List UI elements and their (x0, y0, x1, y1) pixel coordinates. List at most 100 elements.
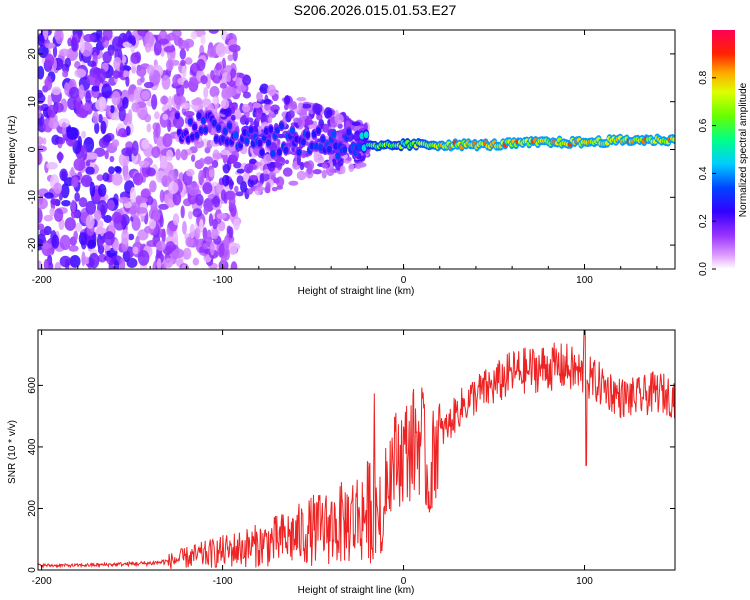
heatmap-cell (180, 205, 185, 219)
heatmap-cell (189, 223, 196, 239)
heatmap-cell (103, 134, 112, 143)
heatmap-cell (127, 35, 136, 44)
heatmap-cell (61, 199, 71, 207)
heatmap-cell (87, 239, 97, 250)
heatmap-cell (128, 94, 135, 103)
heatmap-cell (241, 103, 251, 113)
heatmap-cell (140, 76, 145, 83)
heatmap-cell (233, 131, 239, 139)
heatmap-cell (99, 36, 106, 43)
heatmap-cell (361, 144, 367, 152)
heatmap-cell (288, 180, 299, 186)
heatmap-cell (225, 86, 238, 97)
heatmap-cell (224, 138, 230, 146)
heatmap-cell (200, 75, 208, 85)
heatmap-cell (226, 122, 232, 130)
heatmap-cell (172, 230, 179, 245)
heatmap-cell (236, 84, 247, 92)
heatmap-cell (220, 99, 230, 110)
heatmap-cell (276, 148, 282, 156)
heatmap-cell (81, 130, 87, 139)
heatmap-cell (208, 213, 214, 227)
heatmap-cell (161, 175, 172, 188)
heatmap-cell (296, 170, 307, 181)
heatmap-cell (141, 138, 150, 150)
heatmap-cell (158, 38, 170, 45)
heatmap-cell (339, 165, 346, 175)
heatmap-cell (67, 96, 79, 111)
heatmap-cell (54, 261, 62, 269)
heatmap-cell (146, 123, 152, 133)
heatmap-cell (87, 60, 97, 67)
y-tick-label: 400 (27, 438, 38, 455)
snr-ticks: -200 -100 0 100 0 200 400 600 (27, 330, 675, 587)
heatmap-cell (61, 121, 67, 135)
heatmap-cell (323, 107, 333, 119)
heatmap-cell (135, 195, 143, 205)
heatmap-cell (222, 174, 230, 187)
colorbar-ticks: 0.0 0.2 0.4 0.6 0.8 (698, 70, 716, 276)
heatmap-cell (244, 117, 254, 123)
x-tick-label: -200 (32, 275, 52, 286)
heatmap-cell (79, 37, 85, 54)
heatmap-cell (164, 257, 174, 269)
heatmap-cell (198, 170, 205, 184)
heatmap-cell (274, 126, 280, 134)
heatmap-cell (44, 192, 54, 199)
heatmap-cell (209, 86, 220, 98)
heatmap-cell (133, 172, 144, 186)
heatmap-cell (100, 120, 107, 135)
heatmap-cell (38, 260, 43, 269)
heatmap-cell (256, 91, 263, 102)
heatmap-cell (144, 43, 152, 53)
heatmap-cell (53, 182, 63, 194)
heatmap-cell (345, 120, 351, 129)
heatmap-cell (51, 86, 62, 96)
heatmap-cell (190, 154, 196, 162)
heatmap-cell (119, 257, 126, 269)
heatmap-cell (190, 133, 196, 141)
heatmap-cell (191, 98, 203, 106)
heatmap-cell (220, 255, 227, 265)
heatmap-cell (161, 74, 171, 90)
heatmap-cell (263, 153, 273, 164)
heatmap-cell (242, 128, 248, 136)
heatmap-cell (96, 174, 104, 181)
heatmap-cell (130, 52, 141, 64)
y-tick-label: 200 (27, 500, 38, 517)
heatmap-cell (334, 113, 344, 125)
heatmap-cell (85, 152, 98, 160)
heatmap-cell (170, 111, 176, 120)
heatmap-cell (90, 46, 100, 57)
heatmap-cell (220, 108, 231, 115)
heatmap-cell (159, 189, 165, 203)
heatmap-cell (200, 116, 206, 124)
heatmap-cell (306, 163, 313, 175)
heatmap-cell (187, 210, 193, 220)
heatmap-cell (274, 160, 281, 169)
heatmap-cell (263, 127, 269, 135)
heatmap-cell (64, 57, 72, 68)
heatmap-cell (48, 262, 54, 269)
spectrogram-cells (38, 30, 675, 269)
heatmap-cell (165, 241, 176, 254)
heatmap-cell (208, 168, 215, 178)
y-tick-label: 600 (27, 377, 38, 394)
heatmap-cell (102, 30, 113, 41)
heatmap-cell (196, 59, 206, 72)
heatmap-cell (199, 218, 204, 233)
heatmap-cell (318, 144, 324, 152)
heatmap-cell (38, 33, 45, 47)
heatmap-cell (136, 66, 147, 77)
heatmap-cell (348, 163, 355, 173)
heatmap-cell (160, 95, 169, 105)
heatmap-cell (131, 64, 137, 74)
heatmap-cell (172, 213, 180, 226)
heatmap-cell (70, 199, 76, 213)
heatmap-cell (211, 119, 217, 127)
y-tick-label: 20 (27, 48, 38, 60)
heatmap-cell (59, 234, 71, 251)
heatmap-cell (111, 173, 123, 186)
